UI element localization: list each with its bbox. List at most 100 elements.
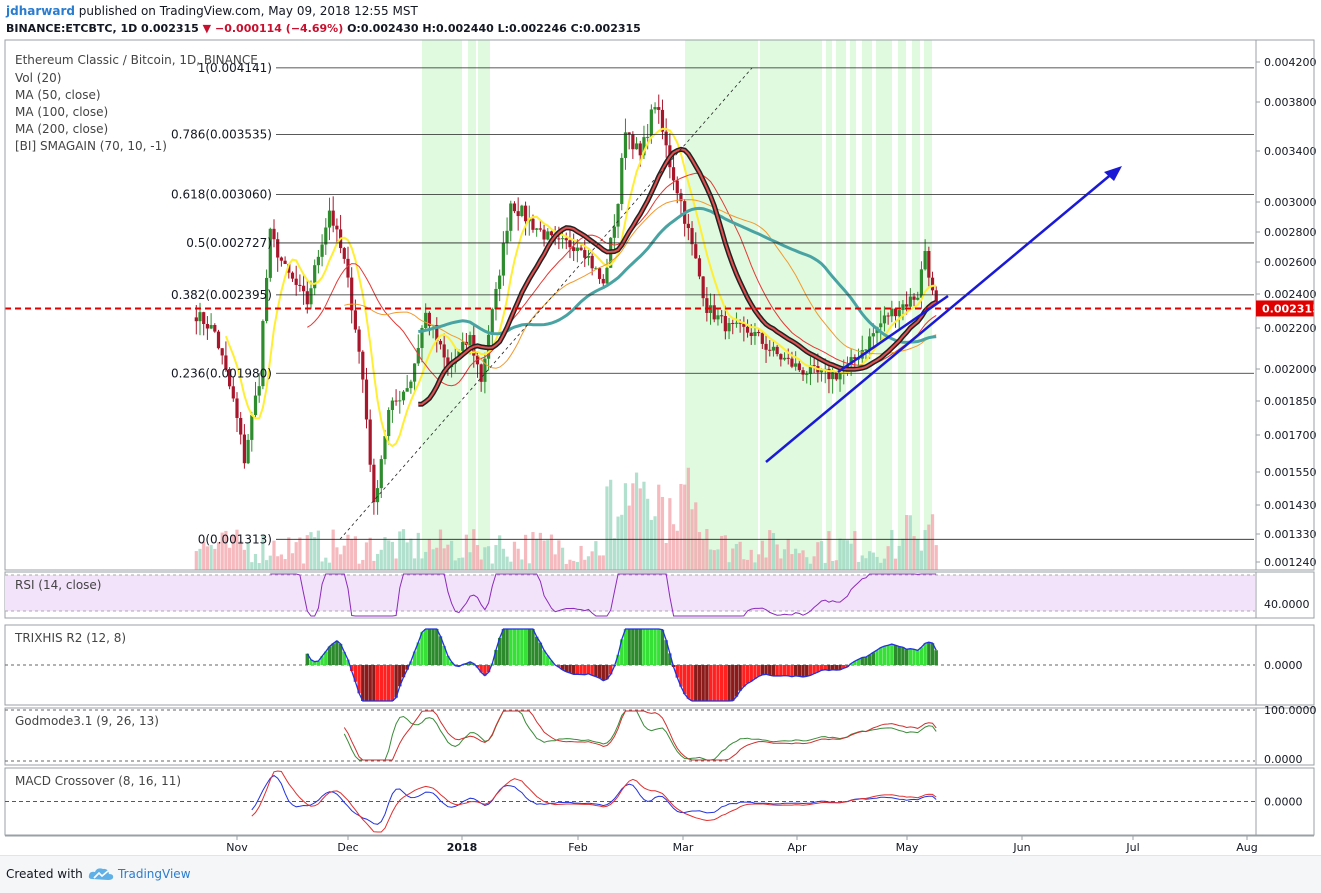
trix-label: TRIXHIS R2 (12, 8) [14, 631, 126, 645]
tradingview-link[interactable]: TradingView [118, 867, 191, 881]
time-tick-label: Feb [568, 841, 587, 854]
volume-bar [324, 558, 327, 570]
volume-bar [443, 548, 446, 570]
candle-body [394, 401, 397, 402]
candle-body [872, 333, 875, 336]
time-tick-label: Apr [787, 841, 807, 854]
trix-bar [624, 629, 627, 665]
candle-body [624, 132, 627, 158]
trix-bar [335, 641, 338, 665]
volume-bar [776, 544, 779, 570]
chart-canvas[interactable]: 1(0.004141)0.786(0.003535)0.618(0.003060… [0, 0, 1321, 855]
candle-body [887, 315, 890, 316]
candle-body [572, 247, 575, 251]
volume-bar [842, 540, 845, 570]
trix-bar [602, 665, 605, 681]
trix-bar [783, 665, 786, 676]
candle-body [602, 279, 605, 283]
volume-bar [757, 554, 760, 570]
macd-label: MACD Crossover (8, 16, 11) [15, 774, 181, 788]
volume-bar [420, 558, 423, 570]
volume-bar [912, 536, 915, 570]
volume-bar [498, 535, 501, 570]
price-tick-label: 0.001430 [1264, 499, 1317, 512]
trix-bar [923, 643, 926, 665]
volume-bar [487, 546, 490, 570]
volume-bar [872, 553, 875, 570]
volume-bar [372, 561, 375, 570]
author-link[interactable]: jdharward [6, 4, 75, 18]
candle-body [591, 256, 594, 268]
volume-bar [302, 563, 305, 570]
volume-bar [824, 563, 827, 570]
volume-bar [916, 539, 919, 570]
trix-bar [428, 629, 431, 665]
candle-body [916, 298, 919, 300]
time-tick-label: Nov [226, 841, 248, 854]
publish-header: jdharward published on TradingView.com, … [6, 4, 418, 18]
candle-body [250, 415, 253, 440]
volume-bar [909, 515, 912, 570]
fib-level-label: 0(0.001313) [198, 532, 272, 546]
trix-bar [735, 665, 738, 697]
volume-bar [287, 537, 290, 570]
trix-bar [790, 665, 793, 677]
volume-bar [483, 547, 486, 570]
candle-body [605, 268, 608, 284]
candle-body [713, 305, 716, 319]
volume-bar [742, 559, 745, 570]
god-label: Godmode3.1 (9, 26, 13) [15, 714, 159, 728]
volume-bar [605, 486, 608, 570]
volume-bar [727, 562, 730, 570]
candle-body [616, 204, 619, 227]
legend-item: MA (100, close) [15, 105, 108, 119]
candle-body [398, 400, 401, 401]
volume-bar [831, 561, 834, 570]
trix-bar [701, 665, 704, 701]
volume-bar [309, 532, 312, 570]
trix-bar [798, 665, 801, 676]
volume-bar [517, 549, 520, 570]
candle-body [246, 440, 249, 463]
candle-body [343, 248, 346, 259]
trix-bar [531, 629, 534, 665]
candle-body [753, 332, 756, 336]
legend-item: MA (50, close) [15, 88, 101, 102]
volume-bar [365, 542, 368, 570]
candle-body [894, 309, 897, 317]
trix-bar [516, 629, 519, 665]
signal-zone [836, 40, 846, 570]
ohlc-header: BINANCE:ETCBTC, 1D 0.002315 ▼ −0.000114 … [6, 22, 641, 35]
volume-bar [291, 553, 294, 570]
price-tick-label: 0.003800 [1264, 96, 1317, 109]
volume-bar [539, 533, 542, 570]
candle-body [372, 465, 375, 502]
trix-bar [883, 646, 886, 665]
volume-bar [894, 559, 897, 570]
volume-bar [920, 551, 923, 570]
candle-body [631, 134, 634, 149]
volume-bar [195, 551, 198, 570]
trix-bar [594, 665, 597, 677]
trix-bar [383, 665, 386, 701]
volume-bar [565, 564, 568, 570]
price-tick-label: 0.003000 [1264, 196, 1317, 209]
candle-body [620, 158, 623, 204]
candle-body [772, 347, 775, 351]
trix-bar [365, 665, 368, 701]
candle-body [324, 228, 327, 245]
trix-bar [812, 665, 815, 674]
candle-body [406, 388, 409, 392]
trix-bar [646, 629, 649, 665]
candle-body [750, 333, 753, 336]
candle-body [690, 228, 693, 244]
volume-bar [620, 515, 623, 570]
volume-bar [217, 542, 220, 570]
trix-bar [787, 665, 790, 676]
volume-bar [298, 538, 301, 570]
volume-bar [468, 552, 471, 570]
trix-bar [909, 649, 912, 665]
candle-body [764, 344, 767, 350]
candle-body [790, 359, 793, 367]
candle-body [787, 358, 790, 359]
